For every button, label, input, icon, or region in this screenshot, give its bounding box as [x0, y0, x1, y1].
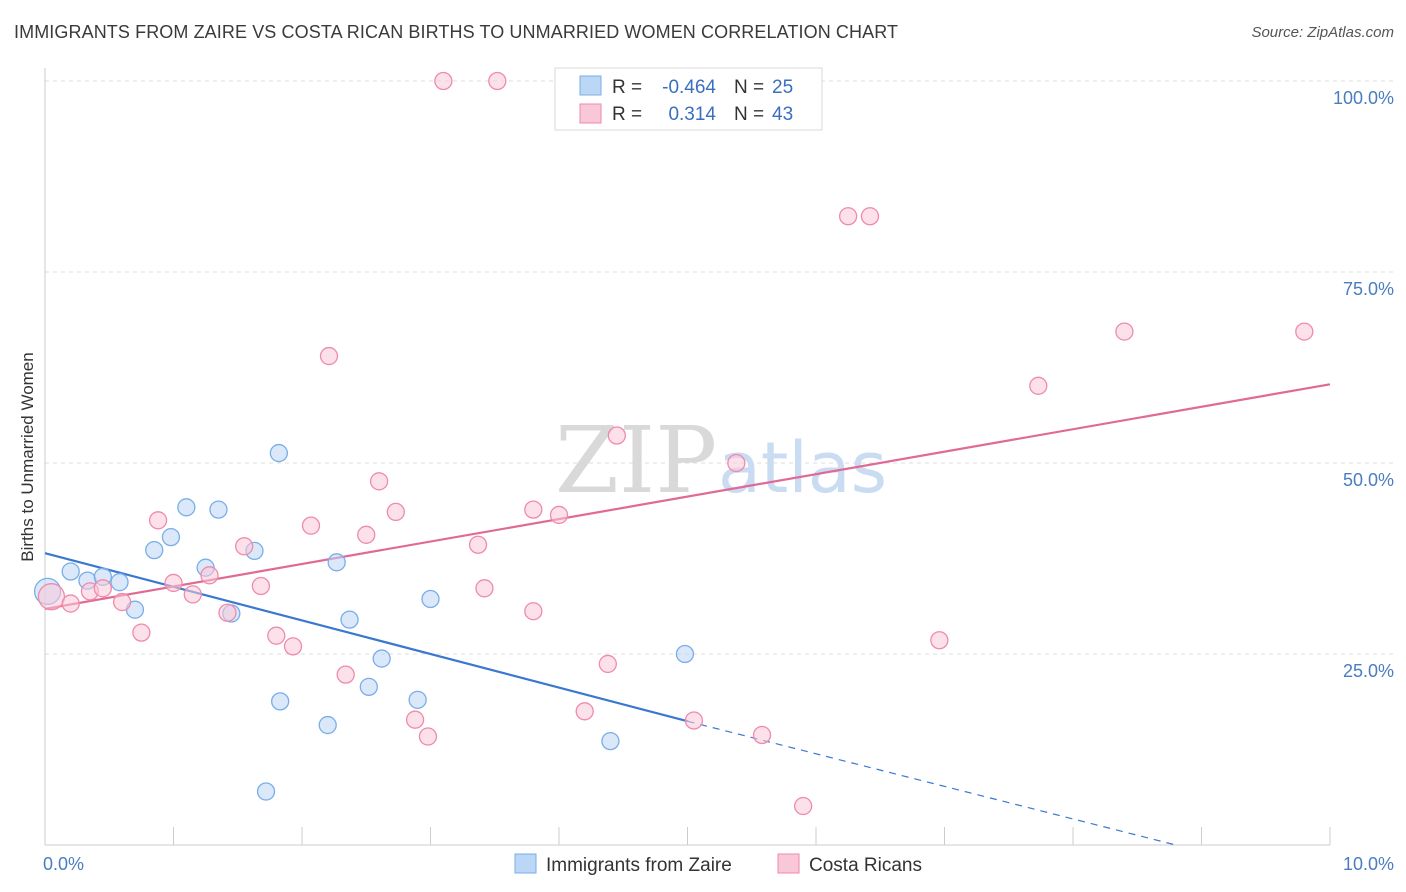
legend-n-label-costa-rica: N = — [734, 104, 764, 125]
watermark-atlas: atlas — [718, 427, 887, 509]
chart-title: IMMIGRANTS FROM ZAIRE VS COSTA RICAN BIR… — [14, 22, 899, 42]
point-costa-rica-37 — [838, 207, 858, 226]
series-legend-swatch-costa-rica — [777, 853, 800, 874]
point-costa-rica-3 — [93, 579, 112, 598]
axes — [44, 68, 1331, 846]
point-costa-rica-39 — [930, 631, 949, 650]
point-costa-rica-18 — [357, 525, 376, 544]
legend-swatch-zaire — [579, 75, 602, 96]
legend-r-label-zaire: R = — [612, 77, 642, 98]
series-legend-label-costa-rica: Costa Ricans — [809, 855, 922, 876]
y-tick-labels: 25.0% 50.0% 75.0% 100.0% — [1333, 88, 1394, 681]
point-costa-rica-17 — [336, 665, 355, 684]
point-zaire-21 — [421, 589, 440, 609]
point-costa-rica-41 — [1115, 322, 1134, 341]
watermark-zip: ZIP — [555, 407, 717, 514]
point-costa-rica-15 — [301, 516, 321, 535]
point-costa-rica-42 — [1295, 322, 1314, 341]
point-zaire-7 — [161, 527, 181, 547]
point-costa-rica-24 — [488, 71, 507, 91]
y-tick-label-1: 50.0% — [1343, 470, 1394, 490]
trend-line-0 — [44, 552, 688, 723]
x-tick-label-min: 0.0% — [43, 854, 84, 874]
point-zaire-19 — [318, 715, 337, 735]
y-axis-label: Births to Unmarried Women — [18, 352, 37, 561]
point-costa-rica-22 — [418, 727, 438, 746]
point-zaire-14 — [327, 553, 346, 572]
point-costa-rica-34 — [727, 453, 746, 473]
point-costa-rica-9 — [200, 566, 219, 585]
point-costa-rica-6 — [148, 511, 168, 530]
point-costa-rica-27 — [524, 500, 543, 519]
point-zaire-13 — [269, 443, 289, 463]
trend-lines — [44, 383, 1331, 846]
legend-r-label-costa-rica: R = — [612, 104, 642, 125]
point-costa-rica-26 — [475, 579, 494, 598]
point-zaire-10 — [209, 500, 228, 519]
point-costa-rica-19 — [369, 472, 389, 491]
point-costa-rica-40 — [1029, 376, 1048, 395]
legend-box: R = -0.464 N = 25 R = 0.314 N = 43 — [554, 67, 823, 131]
point-costa-rica-20 — [386, 502, 405, 522]
point-costa-rica-13 — [267, 626, 286, 645]
point-costa-rica-12 — [251, 576, 271, 596]
point-costa-rica-21 — [405, 710, 425, 729]
y-tick-label-2: 75.0% — [1343, 279, 1394, 299]
point-costa-rica-25 — [468, 535, 488, 554]
y-tick-label-0: 25.0% — [1343, 661, 1394, 681]
point-costa-rica-23 — [434, 71, 453, 91]
point-costa-rica-29 — [524, 602, 543, 621]
point-costa-rica-28 — [549, 505, 569, 525]
x-tick-label-max: 10.0% — [1343, 854, 1394, 874]
point-costa-rica-11 — [235, 537, 254, 556]
point-costa-rica-31 — [598, 654, 617, 674]
point-costa-rica-36 — [794, 796, 813, 816]
series-legend-swatch-zaire — [514, 853, 537, 874]
point-zaire-18 — [271, 692, 290, 711]
y-tick-label-3: 100.0% — [1333, 88, 1394, 108]
legend-n-label-zaire: N = — [734, 77, 764, 98]
point-costa-rica-35 — [752, 725, 772, 745]
point-costa-rica-10 — [218, 603, 237, 622]
point-costa-rica-8 — [183, 585, 202, 604]
point-costa-rica-7 — [164, 573, 183, 593]
point-zaire-8 — [177, 498, 196, 517]
point-costa-rica-32 — [607, 426, 626, 445]
point-costa-rica-14 — [283, 637, 303, 656]
legend-swatch-costa-rica — [579, 103, 602, 124]
legend-r-value-costa-rica: 0.314 — [668, 104, 716, 125]
legend-r-value-zaire: -0.464 — [662, 77, 716, 98]
point-costa-rica-16 — [319, 346, 339, 366]
point-costa-rica-0 — [37, 583, 66, 611]
point-costa-rica-33 — [684, 711, 704, 730]
point-zaire-15 — [340, 610, 359, 629]
series-legend: Immigrants from Zaire Costa Ricans — [514, 853, 922, 876]
point-zaire-20 — [408, 690, 427, 709]
point-zaire-6 — [145, 540, 164, 560]
data-points — [33, 71, 1314, 816]
point-costa-rica-5 — [132, 623, 151, 642]
grid-lines — [45, 80, 1394, 655]
trend-line-extension-0 — [687, 720, 1176, 846]
legend-n-value-costa-rica: 43 — [772, 104, 793, 125]
point-zaire-23 — [675, 644, 695, 664]
point-zaire-22 — [601, 731, 620, 751]
point-costa-rica-38 — [860, 207, 880, 226]
point-zaire-24 — [256, 782, 276, 801]
trend-line-1 — [44, 383, 1331, 611]
point-costa-rica-30 — [575, 702, 594, 721]
point-costa-rica-1 — [61, 594, 80, 613]
source-credit: Source: ZipAtlas.com — [1251, 24, 1394, 41]
point-costa-rica-4 — [112, 592, 132, 612]
point-zaire-16 — [359, 677, 378, 697]
series-legend-label-zaire: Immigrants from Zaire — [546, 855, 732, 876]
point-zaire-4 — [110, 573, 129, 592]
legend-n-value-zaire: 25 — [772, 77, 793, 98]
point-zaire-17 — [372, 649, 391, 668]
point-zaire-1 — [61, 562, 80, 581]
